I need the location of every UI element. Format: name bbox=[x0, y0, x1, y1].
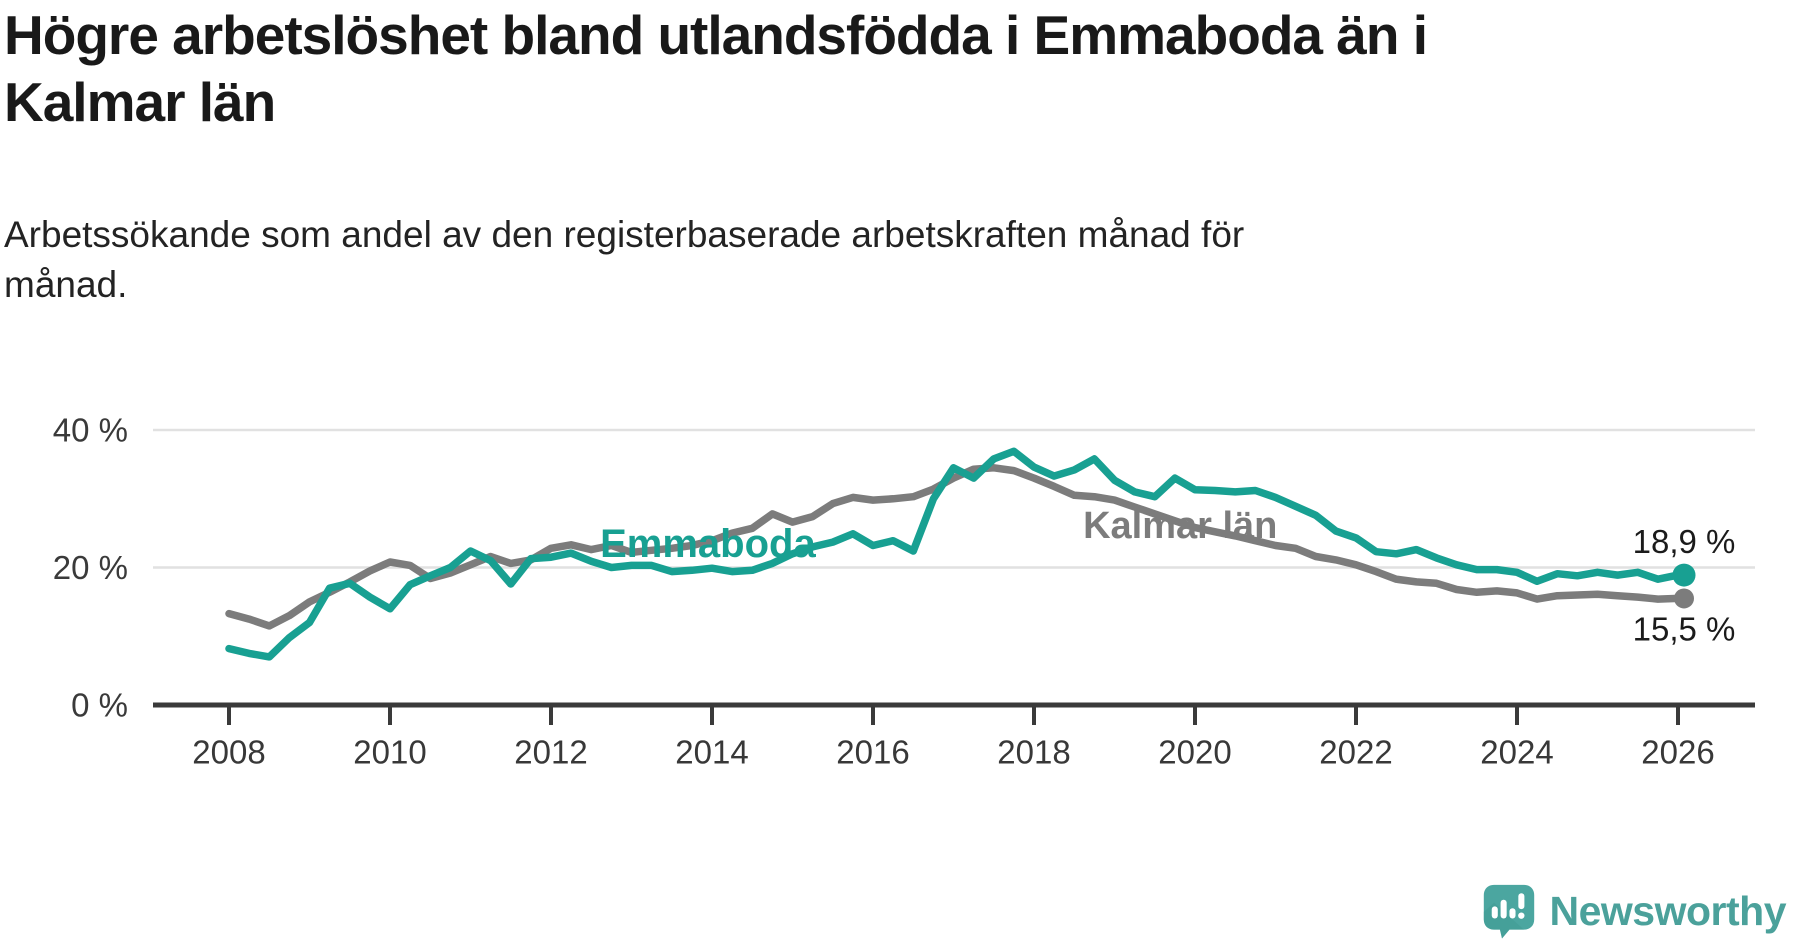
x-axis-tick-label: 2010 bbox=[353, 734, 426, 771]
x-axis-tick-label: 2018 bbox=[997, 734, 1070, 771]
chart-title-line1: Högre arbetslöshet bland utlandsfödda i … bbox=[4, 4, 1428, 66]
chart-subtitle-line1: Arbetssökande som andel av den registerb… bbox=[4, 214, 1245, 255]
series-label: Kalmar län bbox=[1083, 505, 1277, 547]
chart-subtitle-line2: månad. bbox=[4, 263, 128, 305]
series-line-kalmar-län bbox=[225, 464, 1682, 630]
end-dot-kalmar-län bbox=[1674, 588, 1694, 609]
chart-title: Högre arbetslöshet bland utlandsfödda i … bbox=[4, 2, 1428, 136]
x-axis-tick-label: 2020 bbox=[1158, 734, 1231, 771]
x-axis-tick-label: 2008 bbox=[192, 734, 265, 771]
y-axis-tick-label: 0 % bbox=[71, 687, 128, 724]
newsworthy-logo: Newsworthy bbox=[1481, 882, 1787, 940]
chart-subtitle: Arbetssökande som andel av den registerb… bbox=[4, 210, 1244, 310]
series-label: Emmaboda bbox=[600, 522, 816, 566]
x-axis-tick-label: 2022 bbox=[1319, 734, 1392, 771]
x-axis-tick-label: 2026 bbox=[1641, 734, 1714, 771]
chart-title-line2: Kalmar län bbox=[4, 71, 276, 134]
x-axis-tick-label: 2012 bbox=[514, 734, 587, 771]
end-dot-emmaboda bbox=[1672, 563, 1696, 587]
newsworthy-bubble-icon bbox=[1483, 884, 1534, 939]
y-axis-tick-label: 40 % bbox=[53, 412, 128, 449]
end-value-label: 18,9 % bbox=[1633, 523, 1736, 560]
y-axis-tick-label: 20 % bbox=[53, 549, 128, 586]
x-axis-tick-label: 2016 bbox=[836, 734, 909, 771]
newsworthy-wordmark: Newsworthy bbox=[1549, 887, 1787, 934]
series-line-emmaboda bbox=[225, 447, 1682, 661]
x-axis-tick-label: 2024 bbox=[1480, 734, 1553, 771]
x-axis-tick-label: 2014 bbox=[675, 734, 748, 771]
end-value-label: 15,5 % bbox=[1633, 610, 1736, 647]
